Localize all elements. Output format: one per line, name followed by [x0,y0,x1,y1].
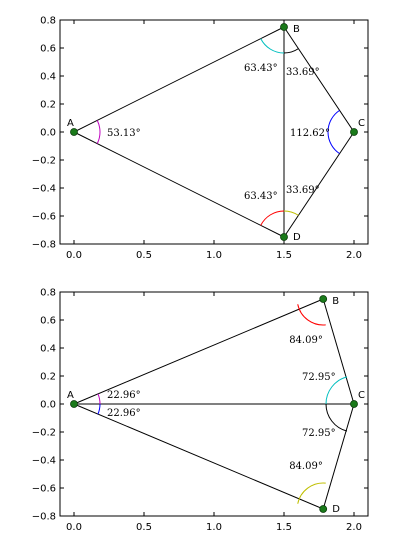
edge-BC [283,26,355,133]
angle-arc [97,393,101,405]
angle-label: 84.09° [289,335,323,346]
angle-label: 22.96° [107,390,141,401]
y-tick-label: 0.4 [40,72,56,83]
edge-DA [73,403,324,510]
edge-AB [73,298,324,405]
x-tick-label: 0.0 [66,522,82,533]
point-D [319,505,328,513]
y-tick-label: 0.4 [40,344,56,355]
angle-arc [97,403,101,415]
angle-arc [260,210,285,226]
y-tick-label: −0.6 [32,484,56,495]
point-label-A: A [67,390,74,401]
point-label-B: B [332,296,339,307]
x-tick-label: 1.0 [206,522,222,533]
edge-AB [73,26,285,133]
y-tick-label: −0.6 [32,212,56,223]
angle-label: 63.43° [244,191,278,202]
y-tick-label: 0.6 [40,316,56,327]
x-tick-label: 1.0 [206,250,222,261]
angle-arc [96,120,101,144]
edge-DA [73,131,285,238]
angle-arc [283,210,299,216]
y-tick-label: −0.2 [32,428,56,439]
angle-label: 72.95° [302,428,336,439]
y-tick-label: 0.8 [40,288,56,299]
point-C [350,400,358,408]
point-D [280,233,288,241]
angle-arc [297,482,326,504]
point-B [280,23,288,31]
lower-plot: 0.0 0.5 1.0 1.5 2.0 0.8 0.6 0.4 0.2 0.0 −0.2 −0.4 −0… [32,288,369,533]
angle-label: 63.43° [244,63,278,74]
y-tick-label: 0.8 [40,16,56,27]
angle-label: 53.13° [107,128,141,139]
angle-arc [297,304,326,326]
angle-arc [283,48,299,54]
angle-arc [325,403,348,432]
y-tick-label: 0.0 [40,400,56,411]
angle-label: 22.96° [107,408,141,419]
point-label-D: D [332,504,340,515]
angle-label: 112.62° [290,128,330,139]
edge-BC [322,298,355,405]
x-tick-label: 1.5 [276,250,292,261]
x-tick-label: 1.5 [276,522,292,533]
angle-arc [327,109,340,155]
y-tick-label: 0.6 [40,44,56,55]
x-tick-label: 0.0 [66,250,82,261]
point-A [70,400,78,408]
angle-arc [325,376,348,405]
y-tick-label: −0.8 [32,240,56,251]
angle-label: 33.69° [286,185,320,196]
y-tick-label: −0.8 [32,512,56,523]
angle-label: 33.69° [286,67,320,78]
x-tick-label: 2.0 [346,522,362,533]
edge-CD [283,131,355,238]
angle-arc [260,38,285,54]
point-A [70,128,78,136]
x-tick-label: 0.5 [136,522,152,533]
x-tick-label: 2.0 [346,250,362,261]
angle-label: 72.95° [302,372,336,383]
point-label-A: A [67,118,74,129]
y-tick-label: −0.2 [32,156,56,167]
y-tick-label: −0.4 [32,456,56,467]
point-label-D: D [293,232,301,243]
upper-plot: 0.0 0.5 1.0 1.5 2.0 0.8 0.6 0.4 0.2 0.0 −0.2 −0.4 −0… [32,16,369,261]
point-label-C: C [358,390,365,401]
point-label-C: C [358,118,365,129]
point-label-B: B [293,24,300,35]
y-tick-label: −0.4 [32,184,56,195]
point-B [319,295,328,303]
x-tick-label: 0.5 [136,250,152,261]
y-tick-label: 0.0 [40,128,56,139]
point-C [350,128,358,136]
edge-CD [322,403,355,510]
angle-label: 84.09° [289,461,323,472]
y-tick-label: 0.2 [40,372,56,383]
y-tick-label: 0.2 [40,100,56,111]
